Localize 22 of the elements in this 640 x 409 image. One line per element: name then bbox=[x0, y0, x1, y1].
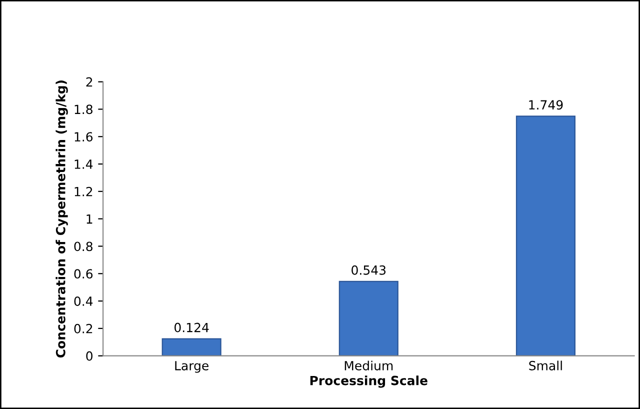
bar bbox=[516, 116, 576, 356]
y-axis-title: Concentration of Cypermethrin (mg/kg) bbox=[56, 80, 68, 358]
y-tick-label: 1.6 bbox=[74, 132, 93, 142]
y-tick-label: 1 bbox=[86, 214, 92, 224]
data-label: 1.749 bbox=[529, 100, 563, 110]
y-tick-label: 0.8 bbox=[74, 242, 92, 252]
x-axis-title: Processing Scale bbox=[310, 376, 428, 388]
x-tick-label: Large bbox=[175, 361, 208, 373]
y-tick-label: 0.4 bbox=[74, 296, 93, 306]
bar bbox=[162, 338, 222, 356]
x-tick-label: Medium bbox=[344, 360, 393, 370]
y-tick-label: 1.2 bbox=[74, 186, 92, 196]
bar bbox=[338, 280, 398, 356]
y-tick-label: 2 bbox=[86, 77, 92, 87]
data-label: 0.124 bbox=[174, 322, 209, 332]
x-tick-label: Small bbox=[529, 360, 562, 370]
y-tick-label: 1.4 bbox=[74, 160, 93, 169]
y-tick-label: 0.6 bbox=[74, 269, 93, 279]
y-tick-label: 0 bbox=[86, 351, 92, 361]
y-tick-label: 1.8 bbox=[74, 104, 92, 114]
data-label: 0.543 bbox=[352, 265, 386, 275]
y-tick-label: 0.2 bbox=[74, 324, 92, 334]
